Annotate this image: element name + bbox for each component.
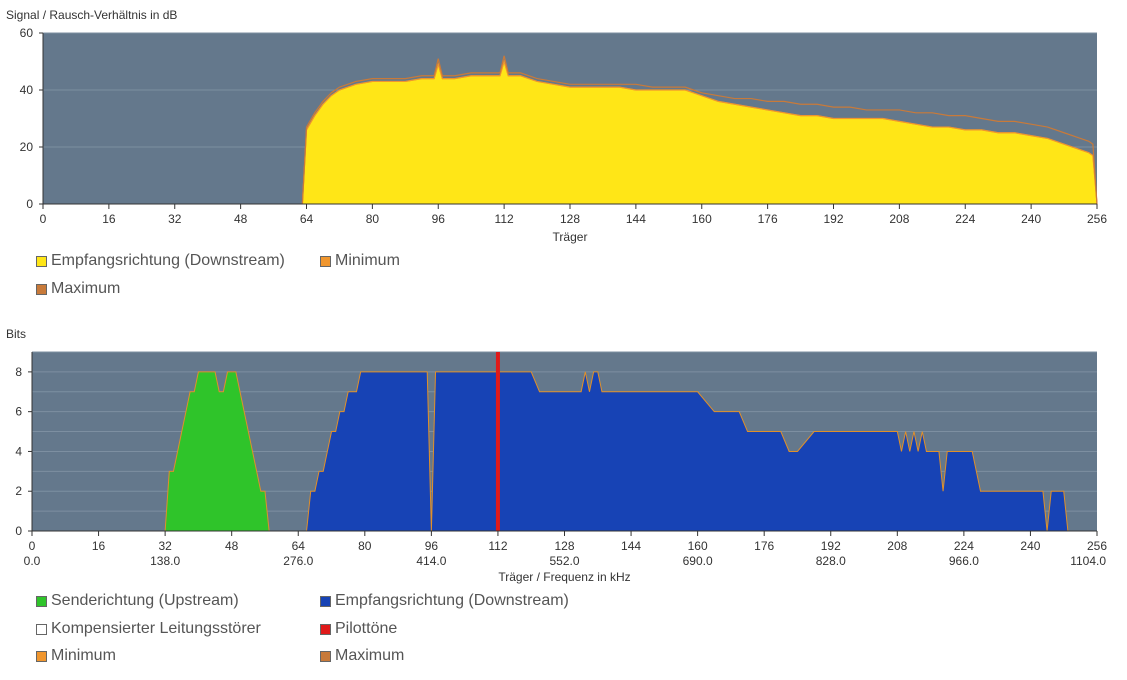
bits-xtick-label: 48 [225,539,239,553]
snr-xtick-label: 208 [889,212,909,226]
snr-ytick-label: 40 [20,83,34,97]
bits-chart-title: Bits [6,327,27,341]
bits-legend-item[interactable]: Kompensierter Leitungsstörer [36,620,261,638]
snr-xtick-label: 32 [168,212,182,226]
bits-legend-swatch [36,650,47,662]
bits-xtick-label: 96 [425,539,439,553]
bits-legend-item[interactable]: Maximum [320,647,404,665]
snr-legend-item[interactable]: Maximum [36,280,120,298]
bits-xtick-khz-label: 276.0 [283,554,313,568]
bits-xtick-label: 144 [621,539,641,553]
snr-ytick-label: 20 [20,140,34,154]
snr-ytick-label: 0 [26,197,33,211]
bits-xtick-label: 32 [158,539,172,553]
snr-xtick-label: 240 [1021,212,1041,226]
snr-chart: 0 20 40 60 0 16 32 48 64 80 96 112 128 144 160 176 192 20… [20,26,1108,244]
bits-legend-item[interactable]: Minimum [36,647,116,665]
bits-legend-label: Maximum [335,647,405,664]
snr-xtick-label: 128 [560,212,580,226]
bits-xtick-khz-label: 138.0 [150,554,180,568]
bits-legend-swatch [320,650,331,662]
snr-xtick-label: 160 [692,212,712,226]
snr-xtick-label: 16 [102,212,116,226]
bits-ytick-label: 2 [15,484,22,498]
snr-legend-label: Empfangsrichtung (Downstream) [51,252,285,269]
bits-legend-label: Senderichtung (Upstream) [51,592,239,609]
bits-legend-item[interactable]: Pilottöne [320,620,397,638]
snr-ytick-label: 60 [20,26,34,40]
bits-xtick-khz-label: 966.0 [949,554,979,568]
snr-xtick-label: 112 [495,212,514,226]
bits-legend-swatch [320,623,331,635]
bits-xtick-label: 160 [688,539,708,553]
snr-legend-item[interactable]: Minimum [320,252,400,270]
snr-xtick-label: 96 [432,212,446,226]
bits-xtick-khz-label: 1104.0 [1070,554,1106,568]
bits-series-2-mark [495,352,500,531]
bits-ytick-label: 8 [15,365,22,379]
snr-series-1-line [301,59,1098,205]
bits-xtick-label: 240 [1020,539,1040,553]
snr-xtick-label: 192 [823,212,843,226]
bits-ytick-label: 0 [15,524,22,538]
bits-x-axis-label: Träger / Frequenz in kHz [498,570,630,584]
bits-xtick-label: 256 [1087,539,1107,553]
bits-series-0-area [164,371,270,532]
snr-legend-swatch [320,255,331,267]
bits-legend-item[interactable]: Senderichtung (Upstream) [36,592,239,610]
bits-xtick-label: 192 [821,539,841,553]
bits-xtick-khz-label: 414.0 [416,554,446,568]
snr-legend-label: Minimum [335,252,400,269]
snr-series-2-line [301,55,1098,205]
bits-xtick-label: 128 [554,539,574,553]
bits-xtick-label: 208 [887,539,907,553]
bits-legend-label: Empfangsrichtung (Downstream) [335,592,569,609]
bits-legend-label: Kompensierter Leitungsstörer [51,620,261,637]
bits-ytick-label: 4 [15,444,22,458]
bits-xtick-label: 0 [29,539,36,553]
bits-xtick-label: 112 [488,539,507,553]
bits-xtick-khz-label: 552.0 [549,554,579,568]
bits-legend-label: Minimum [51,647,116,664]
snr-xtick-label: 0 [40,212,47,226]
snr-legend-label: Maximum [51,280,121,297]
snr-x-axis-label: Träger [553,230,588,244]
snr-legend-swatch [36,255,47,267]
snr-xtick-label: 256 [1087,212,1107,226]
bits-xtick-label: 224 [954,539,974,553]
bits-legend-label: Pilottöne [335,620,398,637]
bits-xtick-label: 80 [358,539,372,553]
bits-xtick-khz-label: 690.0 [683,554,713,568]
bits-legend-swatch [36,595,47,607]
snr-xtick-label: 48 [234,212,248,226]
snr-xtick-label: 64 [300,212,314,226]
snr-legend-item[interactable]: Empfangsrichtung (Downstream) [36,252,285,270]
bits-xtick-label: 64 [292,539,306,553]
bits-xtick-khz-label: 828.0 [816,554,846,568]
bits-ytick-label: 6 [15,405,22,419]
bits-legend-swatch [320,595,331,607]
bits-xtick-label: 16 [92,539,106,553]
snr-xtick-label: 224 [955,212,975,226]
snr-legend-swatch [36,283,47,295]
bits-xtick-khz-label: 0.0 [24,554,41,568]
bits-legend-swatch [36,623,47,635]
bits-xtick-label: 176 [754,539,774,553]
snr-xtick-label: 176 [758,212,778,226]
snr-chart-title: Signal / Rausch-Verhältnis in dB [6,8,178,22]
bits-legend-item[interactable]: Empfangsrichtung (Downstream) [320,592,569,610]
snr-xtick-label: 80 [366,212,380,226]
snr-xtick-label: 144 [626,212,646,226]
